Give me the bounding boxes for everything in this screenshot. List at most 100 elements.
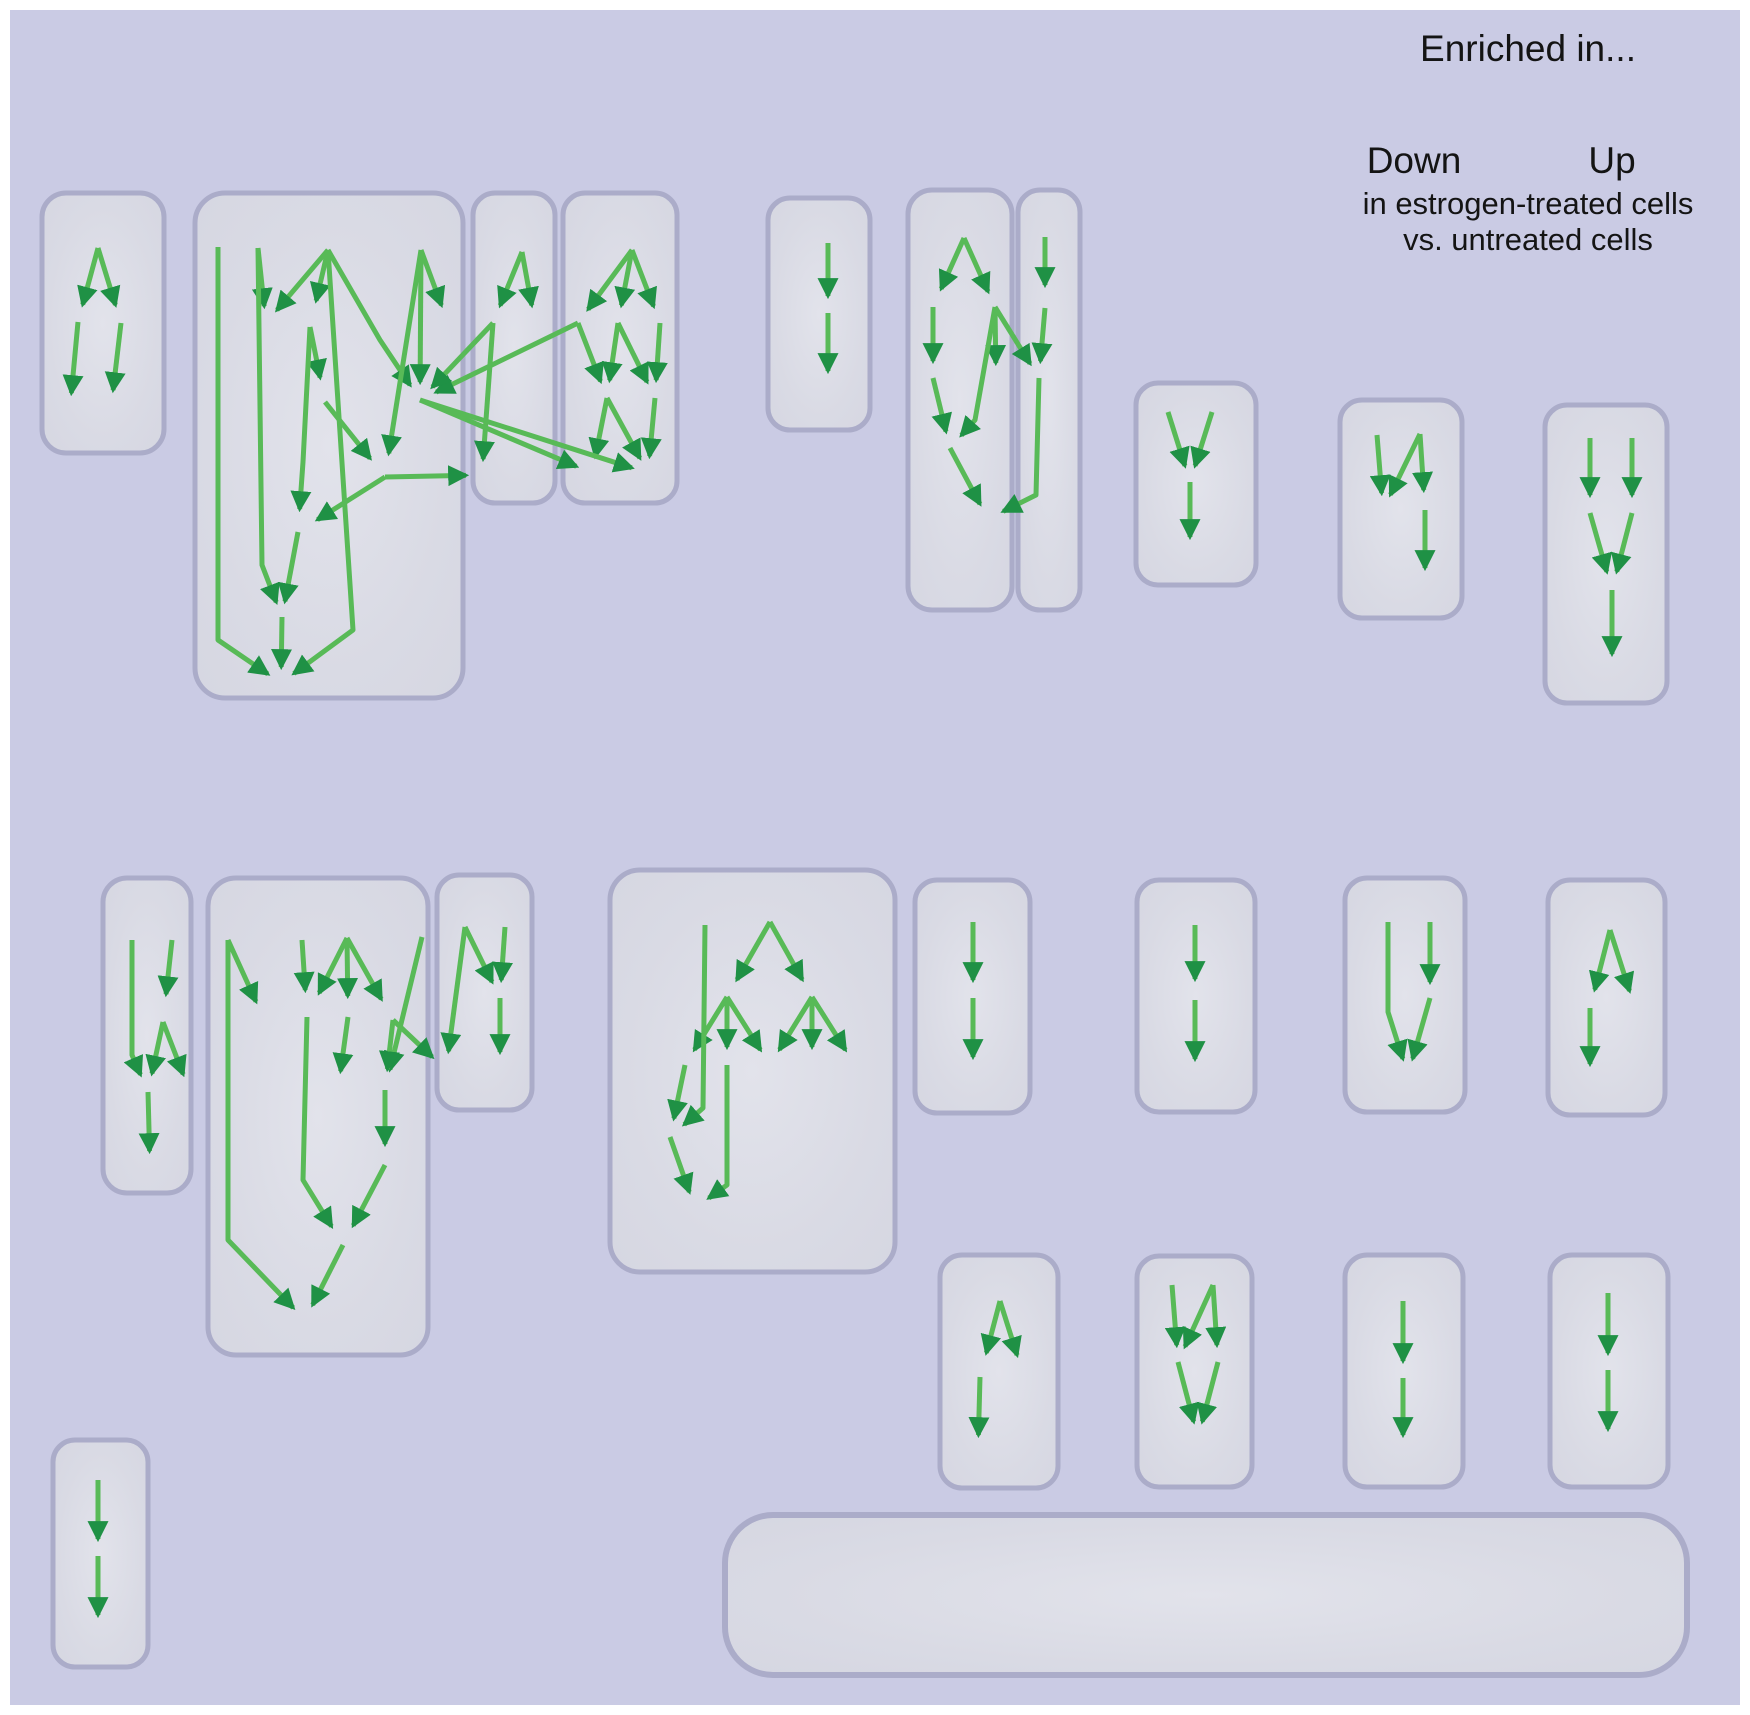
edge — [95, 247, 121, 308]
edge — [992, 305, 1033, 367]
edge — [777, 995, 815, 1053]
edge — [1205, 1284, 1227, 1349]
edge — [667, 1136, 694, 1195]
edge — [274, 248, 330, 313]
cluster-box-transcription-cc-row3 — [1342, 1252, 1466, 1490]
edge — [1190, 411, 1215, 469]
edge — [419, 397, 635, 473]
edge — [492, 926, 513, 984]
edge — [418, 249, 446, 309]
cluster-boxes — [39, 187, 1690, 1678]
edge — [77, 247, 101, 308]
edge — [323, 400, 372, 461]
cluster-box-ubiquitin-dependent-protein-degradation-bp-right — [765, 195, 873, 433]
edge — [614, 249, 636, 309]
edge — [961, 236, 991, 295]
edge — [462, 925, 495, 985]
edge — [337, 937, 359, 1000]
edge — [629, 249, 657, 310]
edge — [123, 940, 144, 1078]
edge — [138, 1091, 160, 1155]
edge — [255, 247, 280, 606]
edge — [383, 936, 425, 1073]
edge — [615, 321, 650, 385]
edge — [767, 920, 805, 983]
edge — [640, 397, 662, 460]
edge — [293, 939, 315, 994]
edges — [62, 236, 1643, 1619]
edge — [271, 616, 293, 671]
edge — [157, 939, 179, 998]
merged-terms-panel-box — [722, 1512, 1690, 1678]
edge — [1611, 512, 1635, 575]
cluster-box-tight-junctions-cc — [50, 1437, 151, 1670]
edge — [586, 248, 635, 312]
edge — [473, 322, 496, 463]
cluster-box-mitochondrion-cc — [1015, 187, 1083, 613]
edge — [351, 1163, 388, 1229]
edge — [1388, 432, 1423, 498]
edge — [1369, 434, 1391, 497]
edge — [575, 322, 604, 385]
edge — [518, 251, 539, 309]
edge — [440, 926, 468, 1055]
edge — [300, 1016, 334, 1229]
edge — [316, 936, 350, 996]
edge — [809, 995, 848, 1053]
cluster-box-trna-processing-bp — [434, 872, 535, 1113]
edge — [1385, 922, 1408, 1062]
edge — [314, 474, 387, 522]
edge — [968, 1376, 990, 1439]
edge — [277, 531, 301, 605]
edge — [433, 320, 580, 395]
cluster-box-trna-processing-mf-large — [607, 867, 898, 1275]
edge — [938, 236, 967, 292]
edge — [160, 1021, 187, 1078]
edge — [601, 322, 623, 384]
edge — [980, 1300, 1003, 1356]
cluster-box-ubiquitin-dependent-protein-degradation-bp-left — [560, 190, 680, 506]
edge — [378, 1019, 400, 1073]
edge — [1165, 411, 1190, 469]
cluster-box-ribosome-cc — [905, 187, 1015, 613]
edge — [391, 1018, 435, 1060]
edge — [1182, 1283, 1216, 1350]
edge — [409, 249, 431, 386]
edge — [1587, 512, 1612, 575]
cluster-box-microtubule-cytoskeleton-cc — [39, 190, 167, 456]
edge — [667, 1064, 688, 1122]
cluster-box-rrna-processing-mrna-splicing-bp — [205, 875, 431, 1358]
edge — [706, 1065, 730, 1201]
edge — [1164, 1284, 1186, 1349]
edge — [692, 995, 730, 1053]
edge — [430, 321, 495, 390]
cluster-box-nucleolus-cc — [1342, 875, 1468, 1115]
cluster-box-mitochondrial-protein-sorting-bp — [1133, 380, 1259, 588]
edge — [646, 322, 668, 384]
edge — [1196, 1361, 1221, 1425]
cluster-box-rna-processing-mf — [1134, 877, 1258, 1115]
edge — [1407, 997, 1433, 1062]
cluster-box-rna-transport-bp — [1542, 402, 1670, 706]
edge — [309, 249, 331, 304]
edge — [381, 249, 424, 457]
cluster-box-chromosome-cc — [1134, 1253, 1255, 1490]
edge — [310, 1243, 346, 1308]
edge — [332, 1016, 354, 1075]
cluster-box-nuclear-transport-cc — [1337, 397, 1465, 621]
edge — [104, 322, 126, 394]
edge — [225, 940, 296, 1311]
cluster-box-transcription-cc-row2 — [1545, 877, 1668, 1118]
edge — [1412, 433, 1433, 494]
edge — [419, 397, 580, 470]
edge — [724, 995, 763, 1053]
edge — [1607, 929, 1635, 994]
edge — [215, 247, 271, 677]
edge — [384, 465, 470, 487]
cluster-box-trna-processing-mf-small — [912, 877, 1033, 1116]
edge — [497, 251, 525, 309]
edge — [145, 1021, 166, 1077]
edge — [734, 920, 773, 983]
